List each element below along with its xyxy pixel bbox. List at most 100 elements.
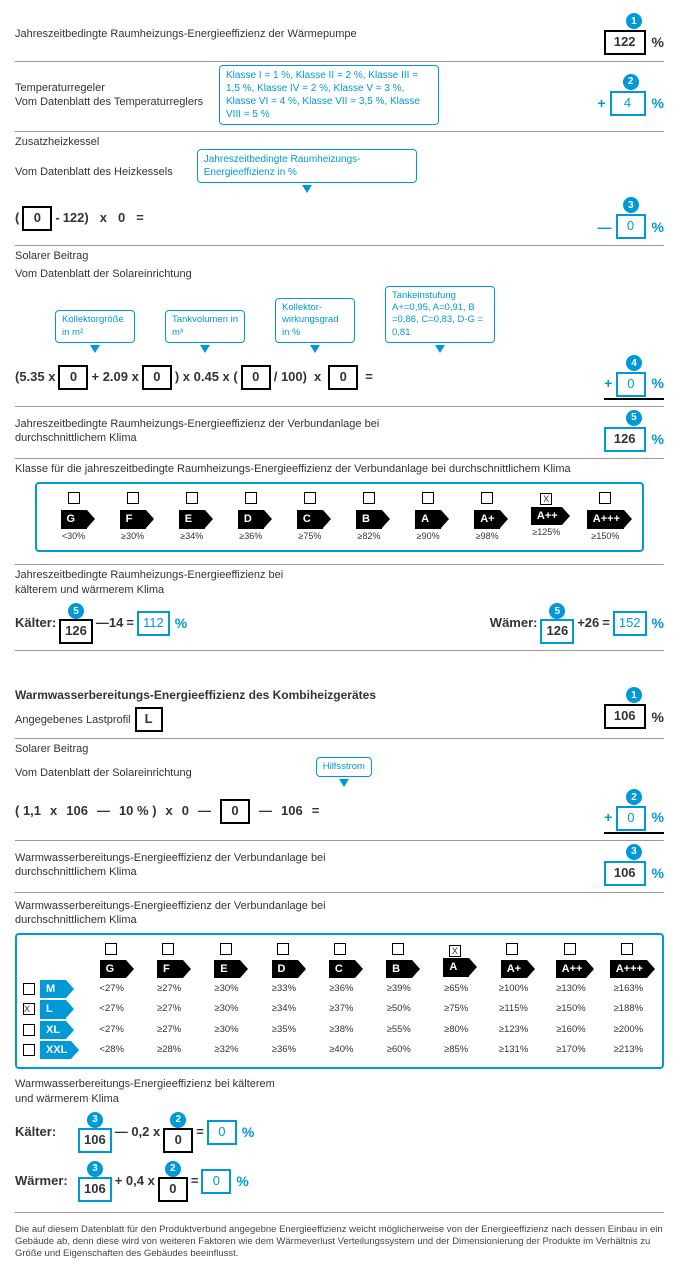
w2-title: Solarer Beitrag <box>15 742 664 756</box>
threshold-cell: ≥27% <box>141 983 196 995</box>
class-col: D≥36% <box>222 492 279 542</box>
threshold-cell: ≥100% <box>486 983 541 995</box>
threshold-cell: ≥50% <box>371 1003 426 1015</box>
badge-1: 1 <box>626 13 642 29</box>
table-row: M<27%≥27%≥30%≥33%≥36%≥39%≥65%≥100%≥130%≥… <box>23 980 656 998</box>
wfa: ( 1,1 <box>15 803 41 820</box>
class-col: A+++≥150% <box>577 492 634 542</box>
class-arrow: F <box>157 960 183 978</box>
warmres: 152 <box>613 611 647 636</box>
threshold-cell: ≥200% <box>601 1024 656 1036</box>
threshold: ≥75% <box>281 531 338 543</box>
wfb: 106 <box>66 803 88 820</box>
threshold-cell: ≥30% <box>199 983 254 995</box>
coldop: —14 <box>96 615 123 632</box>
wfe: 106 <box>281 803 303 820</box>
s4-tip1: Tankvolumen in m³ <box>165 310 245 343</box>
footer-text: Die auf diesem Datenblatt für den Produk… <box>15 1224 664 1261</box>
wfm1: — <box>97 803 110 820</box>
w5wb2: 2 <box>165 1161 181 1177</box>
threshold: ≥150% <box>577 531 634 543</box>
checkbox <box>68 492 80 504</box>
paren: ( <box>15 210 19 227</box>
threshold-cell: ≥32% <box>199 1044 254 1056</box>
section-class-heating: Klasse für die jahreszeitbedingte Raumhe… <box>15 459 664 566</box>
checkbox <box>334 943 346 955</box>
threshold-cell: ≥115% <box>486 1003 541 1015</box>
c1: 122) <box>63 210 89 227</box>
class-arrow: F <box>120 510 146 528</box>
w5cv1: 106 <box>78 1128 112 1153</box>
w5wv1: 106 <box>78 1177 112 1202</box>
wfeq: = <box>312 803 320 820</box>
threshold-cell: ≥33% <box>256 983 311 995</box>
class-arrow: A+++ <box>610 960 647 978</box>
s4-title: Solarer Beitrag <box>15 249 664 263</box>
wfx1: x <box>50 803 57 820</box>
checkbox <box>23 1044 35 1056</box>
fd: / 100) <box>274 369 307 386</box>
fa: (5.35 x <box>15 369 55 386</box>
threshold-cell: ≥130% <box>543 983 598 995</box>
class-arrow: C <box>297 510 323 528</box>
class-arrow: D <box>238 510 264 528</box>
class-arrow: G <box>100 960 126 978</box>
class-col: A+≥98% <box>459 492 516 542</box>
class-col: F ≥30% <box>104 492 161 542</box>
class-arrow: B <box>386 960 412 978</box>
class-arrow: A++ <box>531 507 562 525</box>
checkbox: X <box>540 493 552 505</box>
section-boiler: Zusatzheizkessel Vom Datenblatt des Heiz… <box>15 132 664 246</box>
s2-pct: % <box>652 94 664 112</box>
s2-tooltip: Klasse I = 1 %, Klasse II = 2 %, Klasse … <box>219 65 439 125</box>
s4-tip3: Tankeinstufung A+=0,95, A=0,91, B =0,86,… <box>385 286 495 343</box>
arrow-down-icon <box>302 185 312 193</box>
times: x <box>100 210 107 227</box>
warm-lbl: Wämer: <box>490 615 538 632</box>
class-header: A++ <box>543 943 598 978</box>
section-temp-controller: Temperaturregeler Vom Datenblatt des Tem… <box>15 62 664 132</box>
class-header: A+ <box>486 943 541 978</box>
threshold-cell: <27% <box>84 983 139 995</box>
threshold-cell: ≥170% <box>543 1044 598 1056</box>
s4v1: 0 <box>58 365 88 390</box>
s1-pct: % <box>652 33 664 51</box>
class-strip: G<30%F≥30%E≥34%D≥36%C≥75%B≥82%A≥90%A+≥98… <box>35 482 644 552</box>
checkbox <box>23 983 35 995</box>
threshold-cell: ≥60% <box>371 1044 426 1056</box>
section-water-combined: Warmwasserbereitungs-Energieeffizienz de… <box>15 841 664 893</box>
s4v2: 0 <box>142 365 172 390</box>
wfc: 10 % ) <box>119 803 157 820</box>
threshold-cell: ≥85% <box>428 1044 483 1056</box>
w5warm-lbl: Wärmer: <box>15 1173 75 1190</box>
w3-value: 106 <box>604 861 646 886</box>
w5ceq: = <box>196 1124 204 1141</box>
threshold-cell: <28% <box>84 1044 139 1056</box>
w5cv2: 0 <box>163 1128 193 1153</box>
class-header: G <box>85 943 140 978</box>
s3-pct: % <box>652 218 664 236</box>
checkbox <box>481 492 493 504</box>
wfm2: — <box>198 803 211 820</box>
s2-sub: Vom Datenblatt des Temperaturreglers <box>15 95 215 109</box>
threshold-cell: ≥123% <box>486 1024 541 1036</box>
profile-label: M <box>40 980 66 998</box>
s5pct: % <box>652 430 664 448</box>
checkbox <box>277 943 289 955</box>
section-water-efficiency: Warmwasserbereitungs-Energieeffizienz de… <box>15 681 664 739</box>
threshold-cell: ≥150% <box>543 1003 598 1015</box>
checkbox <box>363 492 375 504</box>
class-header: E <box>200 943 255 978</box>
threshold-cell: ≥27% <box>141 1024 196 1036</box>
coldpct: % <box>175 614 187 632</box>
wfm3: — <box>259 803 272 820</box>
s3-title: Zusatzheizkessel <box>15 135 664 149</box>
threshold: ≥30% <box>104 531 161 543</box>
fx: x <box>314 369 321 386</box>
feq: = <box>365 369 373 386</box>
threshold-cell: ≥36% <box>256 1044 311 1056</box>
s7-title: Jahreszeitbedingte Raumheizungs-Energiee… <box>15 568 315 597</box>
s1-value: 122 <box>604 30 646 55</box>
w5cb1: 3 <box>87 1112 103 1128</box>
s2-value: 4 <box>610 91 646 116</box>
